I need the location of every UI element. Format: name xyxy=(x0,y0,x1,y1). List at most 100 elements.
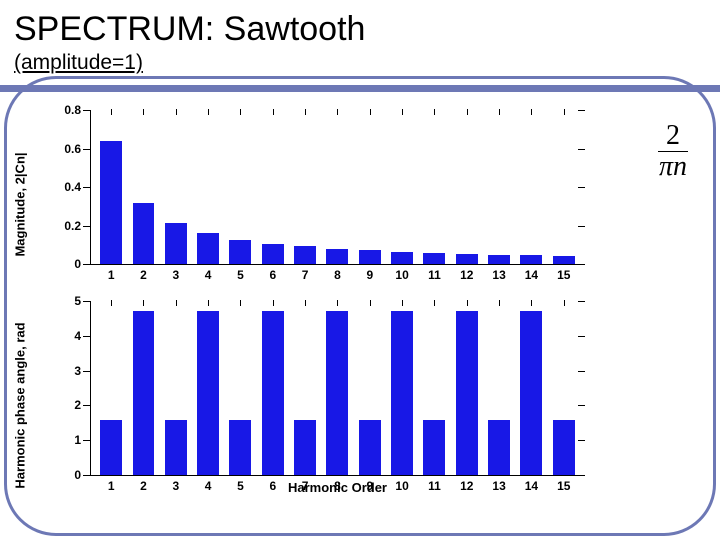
bar-slot: 4 xyxy=(192,110,224,264)
x-tick-top xyxy=(208,109,209,115)
bar xyxy=(488,255,510,264)
formula-denominator: πn xyxy=(658,152,688,181)
y-tick-right xyxy=(578,336,585,337)
bar-slot: 12 xyxy=(451,301,483,475)
x-tick-top xyxy=(273,300,274,306)
y-tick-label: 3 xyxy=(74,364,91,378)
accent-bar xyxy=(0,85,720,92)
x-tick-top xyxy=(305,109,306,115)
bar-slot: 10 xyxy=(386,301,418,475)
y-tick-right xyxy=(578,475,585,476)
y-tick-right xyxy=(578,371,585,372)
x-tick-label: 1 xyxy=(108,264,115,282)
bar-slot: 3 xyxy=(160,110,192,264)
bar xyxy=(520,255,542,264)
phase-plot: 123456789101112131415 Harmonic Order 012… xyxy=(90,301,584,476)
x-tick-top xyxy=(434,300,435,306)
bar-slot: 11 xyxy=(418,301,450,475)
x-tick-label: 2 xyxy=(140,264,147,282)
x-tick-label: 4 xyxy=(205,264,212,282)
x-tick-label: 3 xyxy=(172,475,179,493)
bar-slot: 7 xyxy=(289,301,321,475)
x-tick-label: 11 xyxy=(428,264,441,282)
x-tick-top xyxy=(111,300,112,306)
bar-slot: 14 xyxy=(515,110,547,264)
y-tick-right xyxy=(578,440,585,441)
x-tick-top xyxy=(176,300,177,306)
x-tick-label: 3 xyxy=(172,264,179,282)
bar-slot: 1 xyxy=(95,301,127,475)
bar xyxy=(229,420,251,475)
y-tick-right xyxy=(578,405,585,406)
y-tick-right xyxy=(578,110,585,111)
x-tick-label: 2 xyxy=(140,475,147,493)
bar xyxy=(165,223,187,264)
bar xyxy=(100,141,122,264)
y-tick-label: 0.6 xyxy=(64,142,91,156)
phase-ylabel: Harmonic phase angle, rad xyxy=(13,322,28,488)
bar xyxy=(262,244,284,264)
page-subtitle: (amplitude=1) xyxy=(0,49,720,79)
formula-numerator: 2 xyxy=(658,122,688,152)
x-tick-label: 12 xyxy=(460,264,473,282)
bar xyxy=(326,249,348,264)
x-tick-top xyxy=(467,300,468,306)
bar-slot: 8 xyxy=(321,301,353,475)
x-tick-top xyxy=(273,109,274,115)
bar-slot: 15 xyxy=(548,301,580,475)
y-tick-label: 4 xyxy=(74,329,91,343)
x-tick-label: 5 xyxy=(237,475,244,493)
x-tick-top xyxy=(531,300,532,306)
x-tick-top xyxy=(111,109,112,115)
x-tick-label: 14 xyxy=(525,475,538,493)
bar xyxy=(229,240,251,264)
bar-slot: 6 xyxy=(257,110,289,264)
formula: 2 πn xyxy=(658,122,688,181)
x-tick-top xyxy=(143,109,144,115)
bar xyxy=(488,420,510,475)
bar-slot: 14 xyxy=(515,301,547,475)
bar xyxy=(133,203,155,264)
y-tick-right xyxy=(578,264,585,265)
bar xyxy=(359,250,381,264)
bar xyxy=(456,254,478,264)
y-tick-label: 0 xyxy=(74,257,91,271)
x-tick-top xyxy=(240,109,241,115)
x-tick-label: 6 xyxy=(269,475,276,493)
bar xyxy=(262,311,284,475)
x-tick-top xyxy=(564,109,565,115)
y-tick-right xyxy=(578,187,585,188)
magnitude-bars: 123456789101112131415 xyxy=(91,110,584,264)
x-tick-label: 15 xyxy=(557,475,570,493)
chart-area: Magnitude, 2|Cn| 123456789101112131415 0… xyxy=(46,104,586,512)
bar-slot: 9 xyxy=(354,110,386,264)
x-tick-top xyxy=(143,300,144,306)
x-tick-top xyxy=(402,300,403,306)
x-tick-label: 9 xyxy=(366,264,373,282)
bar-slot: 11 xyxy=(418,110,450,264)
bar-slot: 3 xyxy=(160,301,192,475)
bar-slot: 6 xyxy=(257,301,289,475)
x-tick-label: 7 xyxy=(302,264,309,282)
bar xyxy=(133,311,155,475)
magnitude-ylabel: Magnitude, 2|Cn| xyxy=(13,152,28,256)
bar-slot: 5 xyxy=(224,110,256,264)
bar-slot: 15 xyxy=(548,110,580,264)
bar-slot: 13 xyxy=(483,301,515,475)
bar-slot: 9 xyxy=(354,301,386,475)
x-tick-label: 1 xyxy=(108,475,115,493)
x-tick-label: 8 xyxy=(334,264,341,282)
bar xyxy=(165,420,187,475)
bar xyxy=(423,253,445,264)
x-tick-top xyxy=(402,109,403,115)
bar xyxy=(197,311,219,475)
bar xyxy=(294,420,316,475)
x-tick-top xyxy=(467,109,468,115)
x-tick-label: 15 xyxy=(557,264,570,282)
y-tick-label: 2 xyxy=(74,398,91,412)
x-tick-label: 10 xyxy=(395,264,408,282)
x-tick-label: 6 xyxy=(269,264,276,282)
x-tick-top xyxy=(434,109,435,115)
bar xyxy=(326,311,348,475)
x-tick-top xyxy=(176,109,177,115)
